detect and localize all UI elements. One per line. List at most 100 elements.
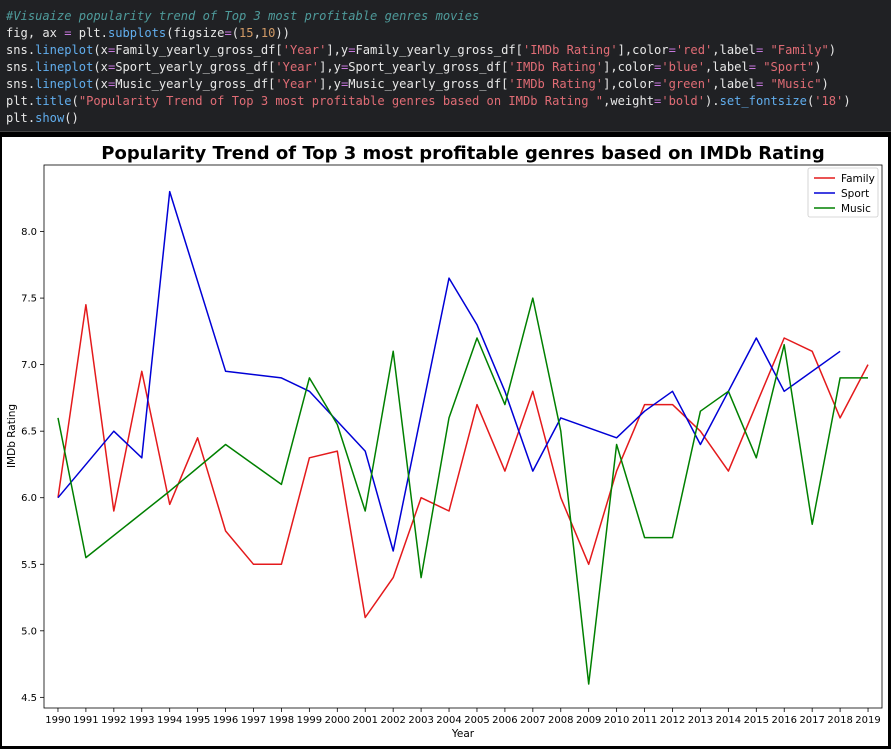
line-chart: Popularity Trend of Top 3 most profitabl… [2, 137, 888, 746]
code-token: 'Year' [275, 77, 320, 91]
code-token: = [654, 60, 662, 74]
code-token: (figsize [166, 26, 225, 40]
y-tick-label: 7.5 [21, 294, 37, 305]
code-token: = [748, 60, 756, 74]
x-tick-label: 2000 [325, 715, 350, 726]
x-tick-label: 1999 [297, 715, 322, 726]
x-tick-label: 1997 [241, 715, 266, 726]
code-token: 'red' [675, 43, 713, 57]
x-tick-label: 2001 [353, 715, 378, 726]
code-token: ],color [603, 60, 655, 74]
code-token: "Sport" [763, 60, 815, 74]
code-token: = [668, 43, 676, 57]
code-token: = [107, 60, 116, 74]
code-token: ,label [712, 43, 756, 57]
plot-area [43, 164, 883, 709]
code-line: sns.lineplot(x=Sport_yearly_gross_df['Ye… [6, 59, 885, 76]
y-tick-label: 6.0 [21, 493, 37, 504]
code-token: ,label [712, 77, 756, 91]
code-token: = [654, 94, 662, 108]
code-token: Music_yearly_gross_df[ [115, 77, 276, 91]
code-token: 'IMDb Rating' [508, 60, 604, 74]
code-token: sns. [6, 77, 36, 91]
x-tick-label: 2018 [827, 715, 852, 726]
code-token: Sport_yearly_gross_df[ [115, 60, 276, 74]
code-token: "Music" [770, 77, 822, 91]
legend-label: Sport [841, 188, 869, 200]
code-token: (x [93, 77, 108, 91]
code-token: 'IMDb Rating' [508, 77, 604, 91]
code-token: '18' [814, 94, 844, 108]
code-token: set_fontsize [719, 94, 807, 108]
code-token: Family_yearly_gross_df[ [115, 43, 283, 57]
y-axis: 4.5 5.0 5.5 6.0 6.5 7.0 7.5 8.0 [21, 227, 44, 704]
y-tick-label: 5.0 [21, 626, 37, 637]
x-tick-label: 1996 [213, 715, 238, 726]
code-token: 'green' [661, 77, 713, 91]
code-line: #Visuaize popularity trend of Top 3 most… [6, 8, 885, 25]
code-token: "Family" [770, 43, 829, 57]
legend-label: Music [841, 203, 871, 215]
code-token: = [755, 77, 764, 91]
x-tick-label: 2007 [520, 715, 545, 726]
y-tick-label: 6.5 [21, 427, 37, 438]
code-token: = [64, 26, 72, 40]
x-tick-label: 2014 [716, 715, 741, 726]
legend: Family Sport Music [807, 167, 879, 218]
x-tick-label: 1992 [101, 715, 126, 726]
legend-box [807, 167, 879, 218]
code-token: , [253, 26, 261, 40]
code-token: ) [821, 77, 829, 91]
code-token: title [35, 94, 72, 108]
code-token: 'blue' [661, 60, 705, 74]
x-tick-label: 2004 [436, 715, 461, 726]
code-token: plt. [71, 26, 108, 40]
series-line-music [57, 297, 868, 685]
y-tick-label: 5.5 [21, 560, 37, 571]
x-tick-label: 2010 [604, 715, 629, 726]
x-axis-label: Year [451, 728, 475, 740]
x-tick-label: 1990 [45, 715, 70, 726]
code-token: = [755, 43, 764, 57]
code-token: ) [828, 43, 837, 57]
code-token: #Visuaize popularity trend of Top 3 most… [6, 9, 480, 23]
x-tick-label: 1993 [129, 715, 154, 726]
x-tick-label: 1995 [185, 715, 210, 726]
x-tick-label: 1991 [73, 715, 98, 726]
code-token: lineplot [35, 60, 94, 74]
code-line: plt.show() [6, 110, 885, 127]
x-tick-label: 2003 [408, 715, 433, 726]
code-token: = [654, 77, 662, 91]
x-axis: 1990 1991 1992 1993 1994 1995 1996 1997 1998 1999… [45, 708, 881, 726]
y-tick-label: 8.0 [21, 227, 37, 238]
code-token: plt. [6, 111, 36, 125]
code-line: sns.lineplot(x=Music_yearly_gross_df['Ye… [6, 76, 885, 93]
code-token: = [340, 77, 349, 91]
code-token: ) [843, 94, 851, 108]
code-token: ],color [617, 43, 669, 57]
legend-label: Family [841, 173, 875, 185]
code-token: subplots [107, 26, 167, 40]
code-token: sns. [6, 60, 36, 74]
code-token [763, 43, 770, 57]
x-tick-label: 2019 [855, 715, 880, 726]
code-cell[interactable]: #Visuaize popularity trend of Top 3 most… [0, 0, 891, 132]
code-token: ( [71, 94, 79, 108]
code-token: Sport_yearly_gross_df[ [348, 60, 509, 74]
code-token: ,weight [603, 94, 655, 108]
code-line: fig, ax = plt.subplots(figsize=(15,10)) [6, 25, 885, 42]
x-tick-label: 1998 [269, 715, 294, 726]
x-tick-label: 1994 [157, 715, 182, 726]
code-token: = [107, 77, 116, 91]
code-token: (x [93, 43, 108, 57]
code-token: Music_yearly_gross_df[ [348, 77, 509, 91]
x-tick-label: 2016 [772, 715, 797, 726]
code-token [763, 77, 770, 91]
code-token: () [64, 111, 79, 125]
x-tick-label: 2011 [632, 715, 657, 726]
code-line: plt.title("Popularity Trend of Top 3 mos… [6, 93, 885, 110]
code-token: )) [275, 26, 290, 40]
y-tick-label: 7.0 [21, 360, 37, 371]
code-token: "Popularity Trend of Top 3 most profitab… [78, 94, 604, 108]
code-token: ) [814, 60, 822, 74]
